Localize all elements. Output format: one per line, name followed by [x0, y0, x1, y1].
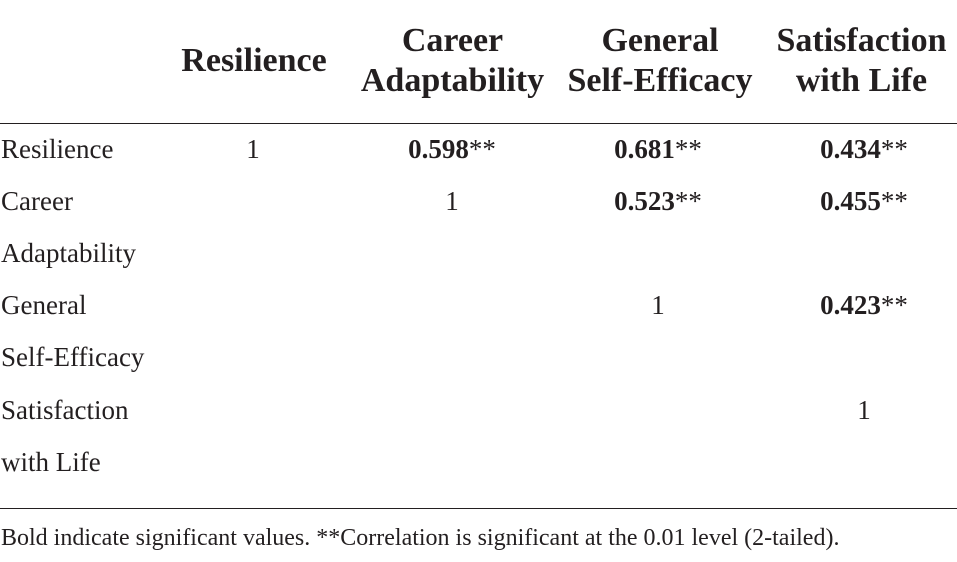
significance-marker: ** [880, 290, 908, 320]
significance-marker: ** [674, 134, 702, 164]
table-footnote: Bold indicate significant values. **Corr… [1, 525, 840, 551]
row-label-general-self-efficacy: General Self-Efficacy [1, 279, 144, 383]
row-label-line: Adaptability [1, 238, 136, 268]
cell-resilience-career-adaptability: 0.598** [372, 123, 532, 175]
bottom-rule [0, 508, 957, 509]
cell-value: 1 [857, 395, 871, 425]
header-line: General [601, 22, 719, 59]
cell-value: 0.681 [614, 134, 675, 164]
row-label-career-adaptability: Career Adaptability [1, 175, 136, 279]
cell-career-adaptability-satisfaction-with-life: 0.455** [784, 175, 944, 227]
cell-resilience-satisfaction-with-life: 0.434** [784, 123, 944, 175]
row-label-line: Career [1, 186, 73, 216]
significance-marker: ** [880, 134, 908, 164]
significance-marker: ** [880, 186, 908, 216]
header-line: Self-Efficacy [567, 62, 753, 99]
significance-marker: ** [468, 134, 496, 164]
header-line: Resilience [181, 42, 327, 79]
cell-value: 0.455 [820, 186, 881, 216]
cell-resilience-general-self-efficacy: 0.681** [578, 123, 738, 175]
cell-value: 1 [445, 186, 459, 216]
row-label-line: with Life [1, 447, 101, 477]
cell-satisfaction-with-life-satisfaction-with-life: 1 [804, 384, 924, 436]
header-resilience: Resilience [163, 0, 345, 122]
row-label-line: Self-Efficacy [1, 342, 145, 372]
row-label-satisfaction-with-life: Satisfaction with Life [1, 384, 128, 488]
cell-career-adaptability-career-adaptability: 1 [392, 175, 512, 227]
row-label-line: Satisfaction [1, 395, 129, 425]
cell-resilience-resilience: 1 [193, 123, 313, 175]
row-label-line: General [1, 290, 87, 320]
row-label-line: Resilience [1, 134, 114, 164]
row-label-resilience: Resilience [1, 123, 113, 175]
cell-value: 1 [651, 290, 665, 320]
cell-value: 0.434 [820, 134, 881, 164]
cell-general-self-efficacy-satisfaction-with-life: 0.423** [784, 279, 944, 331]
cell-general-self-efficacy-general-self-efficacy: 1 [598, 279, 718, 331]
header-line: with Life [795, 62, 928, 99]
cell-value: 0.598 [408, 134, 469, 164]
cell-value: 0.423 [820, 290, 881, 320]
cell-value: 1 [246, 134, 260, 164]
header-satisfaction-with-life: Satisfaction with Life [766, 0, 957, 122]
header-line: Satisfaction [776, 22, 947, 59]
header-general-self-efficacy: General Self-Efficacy [560, 0, 760, 122]
cell-career-adaptability-general-self-efficacy: 0.523** [578, 175, 738, 227]
significance-marker: ** [674, 186, 702, 216]
header-line: Career [401, 22, 504, 59]
header-line: Adaptability [360, 62, 545, 99]
cell-value: 0.523 [614, 186, 675, 216]
header-career-adaptability: Career Adaptability [350, 0, 555, 122]
header-rule [0, 123, 957, 124]
